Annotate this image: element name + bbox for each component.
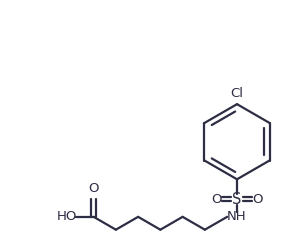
Text: NH: NH	[227, 210, 247, 223]
Text: O: O	[211, 192, 221, 205]
Text: S: S	[232, 191, 242, 206]
Text: O: O	[88, 182, 99, 195]
Text: Cl: Cl	[230, 87, 244, 100]
Text: O: O	[253, 192, 263, 205]
Text: HO: HO	[57, 210, 77, 223]
